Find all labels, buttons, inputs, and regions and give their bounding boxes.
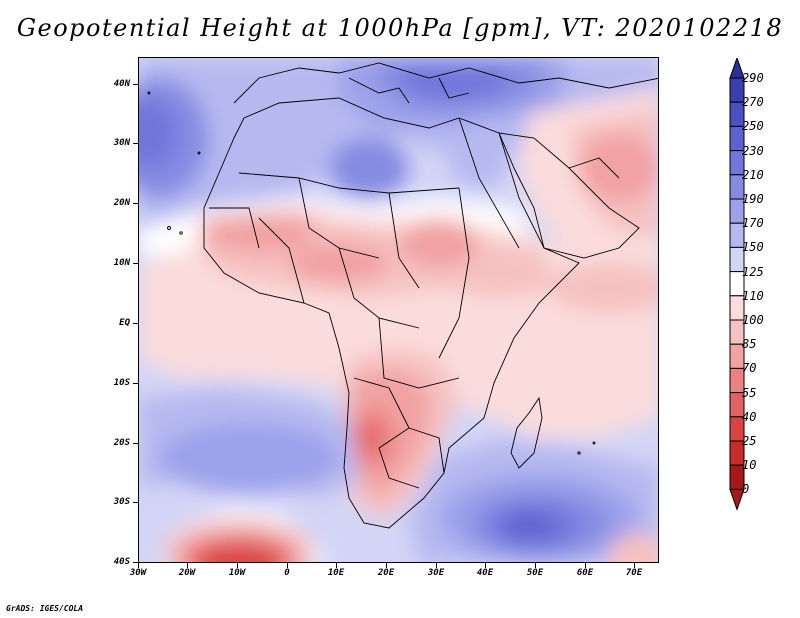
colorbar-label: 190 xyxy=(742,192,764,206)
colorbar-label: 250 xyxy=(742,119,764,134)
lat-label-30n: 30N xyxy=(113,138,130,148)
footer-credit: GrADS: IGES/COLA xyxy=(6,604,84,613)
lon-tick xyxy=(237,563,238,568)
lat-label-20n: 20N xyxy=(113,198,130,208)
height-field-map xyxy=(139,58,658,562)
colorbar-label: 100 xyxy=(742,313,764,327)
height-contour-fills xyxy=(139,58,658,562)
chart-title: Geopotential Height at 1000hPa [gpm], VT… xyxy=(16,14,784,42)
lon-tick xyxy=(138,563,139,568)
colorbar-label: 270 xyxy=(742,95,764,110)
lat-tick xyxy=(133,84,138,85)
lon-tick xyxy=(485,563,486,568)
colorbar xyxy=(729,58,745,511)
lon-tick xyxy=(634,563,635,568)
lon-label-20w: 20W xyxy=(178,568,196,578)
lat-label-30s: 30S xyxy=(113,497,130,507)
lon-tick xyxy=(585,563,586,568)
lat-label-40n: 40N xyxy=(113,79,130,89)
lon-label-30e: 30E xyxy=(427,568,445,578)
lat-label-eq: EQ xyxy=(119,318,130,328)
colorbar-label: 70 xyxy=(742,361,757,376)
lat-tick xyxy=(133,263,138,264)
lon-label-50e: 50E xyxy=(526,568,544,578)
lon-label-30w: 30W xyxy=(129,568,147,578)
colorbar-label: 40 xyxy=(742,409,757,424)
lon-label-70e: 70E xyxy=(625,568,643,578)
map-panel xyxy=(138,57,659,563)
colorbar-label: 10 xyxy=(742,458,757,473)
lon-tick xyxy=(535,563,536,568)
lon-label-40e: 40E xyxy=(476,568,494,578)
colorbar-bottom-cap xyxy=(729,488,745,511)
colorbar-label: 55 xyxy=(742,385,757,400)
lon-label-0: 0 xyxy=(284,568,290,578)
lat-label-10n: 10N xyxy=(113,258,130,268)
colorbar-label: 150 xyxy=(742,240,764,255)
colorbar-label: 170 xyxy=(742,216,764,231)
colorbar-label: 125 xyxy=(742,264,764,279)
lat-tick xyxy=(133,143,138,144)
lon-tick xyxy=(336,563,337,568)
lat-tick xyxy=(133,562,138,563)
colorbar-label: 210 xyxy=(742,167,764,182)
lon-tick xyxy=(187,563,188,568)
lat-tick xyxy=(133,323,138,324)
colorbar-label: 0 xyxy=(742,482,750,497)
colorbar-label: 85 xyxy=(742,337,757,352)
colorbar-label: 110 xyxy=(742,288,764,303)
lon-tick xyxy=(436,563,437,568)
lon-label-10w: 10W xyxy=(228,568,246,578)
lat-label-20s: 20S xyxy=(113,438,130,448)
lon-label-60e: 60E xyxy=(576,568,594,578)
lat-label-10s: 10S xyxy=(113,378,130,388)
lon-label-20e: 20E xyxy=(377,568,395,578)
coastlines xyxy=(147,62,658,529)
lat-label-40s: 40S xyxy=(113,557,130,567)
colorbar-label: 25 xyxy=(742,434,757,448)
lat-tick xyxy=(133,203,138,204)
lon-label-10e: 10E xyxy=(327,568,345,578)
lat-tick xyxy=(133,383,138,384)
lat-tick xyxy=(133,443,138,444)
colorbar-label: 290 xyxy=(742,71,764,85)
lat-tick xyxy=(133,502,138,503)
lon-tick xyxy=(287,563,288,568)
lon-tick xyxy=(386,563,387,568)
colorbar-label: 230 xyxy=(742,143,764,158)
